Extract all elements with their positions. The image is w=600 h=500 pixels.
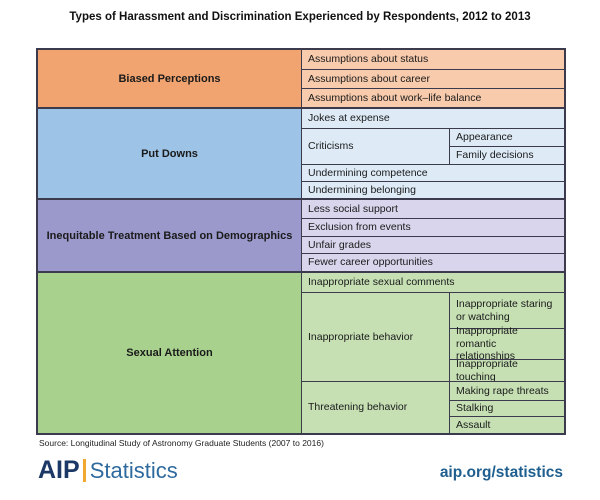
section-sexual-attention: Sexual Attention Inappropriate sexual co… bbox=[36, 271, 566, 435]
item-cell: Unfair grades bbox=[302, 237, 564, 253]
table-row: Assumptions about status bbox=[302, 50, 564, 69]
sub-items: Making rape threats Stalking Assault bbox=[450, 382, 564, 434]
table-row: Assumptions about work–life balance bbox=[302, 88, 564, 107]
item-cell: Inappropriate sexual comments bbox=[302, 273, 564, 292]
section-put-downs: Put Downs Jokes at expense Criticisms Ap… bbox=[36, 107, 566, 200]
section-rows: Less social support Exclusion from event… bbox=[302, 200, 564, 271]
section-biased-perceptions: Biased Perceptions Assumptions about sta… bbox=[36, 48, 566, 109]
statistics-logo-text: Statistics bbox=[89, 457, 178, 483]
harassment-types-table: Biased Perceptions Assumptions about sta… bbox=[36, 48, 566, 435]
aip-url: aip.org/statistics bbox=[439, 464, 563, 481]
item-cell: Fewer career opportunities bbox=[302, 254, 564, 271]
sub-item-cell: Inappropriate staring or watching bbox=[450, 293, 564, 328]
source-note: Source: Longitudinal Study of Astronomy … bbox=[39, 438, 324, 448]
category-label-sexual-attention: Sexual Attention bbox=[38, 273, 302, 433]
item-cell: Exclusion from events bbox=[302, 219, 564, 236]
sub-item-cell: Assault bbox=[450, 416, 564, 434]
aip-statistics-logo: AIP Statistics bbox=[38, 458, 178, 483]
section-inequitable-treatment: Inequitable Treatment Based on Demograph… bbox=[36, 198, 566, 273]
sub-item-cell: Stalking bbox=[450, 399, 564, 417]
table-row: Fewer career opportunities bbox=[302, 253, 564, 271]
sub-item-cell: Family decisions bbox=[450, 146, 564, 164]
section-rows: Inappropriate sexual comments Inappropri… bbox=[302, 273, 564, 434]
item-cell: Undermining belonging bbox=[302, 182, 564, 198]
table-row: Assumptions about career bbox=[302, 69, 564, 88]
table-row: Undermining competence bbox=[302, 164, 564, 181]
table-row: Criticisms Appearance Family decisions bbox=[302, 128, 564, 164]
table-row: Less social support bbox=[302, 200, 564, 218]
sub-items: Appearance Family decisions bbox=[450, 129, 564, 164]
aip-logo-text: AIP bbox=[38, 456, 80, 484]
item-cell: Assumptions about career bbox=[302, 70, 564, 88]
table-row: Undermining belonging bbox=[302, 181, 564, 198]
section-rows: Jokes at expense Criticisms Appearance F… bbox=[302, 109, 564, 198]
item-cell: Less social support bbox=[302, 200, 564, 218]
table-row: Inappropriate sexual comments bbox=[302, 273, 564, 292]
table-row: Inappropriate behavior Inappropriate sta… bbox=[302, 292, 564, 383]
category-label-put-downs: Put Downs bbox=[38, 109, 302, 198]
item-cell: Assumptions about work–life balance bbox=[302, 89, 564, 107]
item-cell: Threatening behavior bbox=[302, 382, 450, 433]
item-cell: Undermining competence bbox=[302, 165, 564, 181]
sub-item-cell: Inappropriate romantic relationships bbox=[450, 325, 564, 362]
sub-item-cell: Appearance bbox=[450, 129, 564, 147]
section-rows: Assumptions about status Assumptions abo… bbox=[302, 50, 564, 107]
item-cell: Inappropriate behavior bbox=[302, 293, 450, 381]
sub-items: Inappropriate staring or watching Inappr… bbox=[450, 293, 564, 383]
sub-item-cell: Making rape threats bbox=[450, 382, 564, 400]
table-row: Jokes at expense bbox=[302, 109, 564, 128]
table-row: Exclusion from events bbox=[302, 218, 564, 236]
chart-title: Types of Harassment and Discrimination E… bbox=[69, 11, 531, 23]
item-cell: Criticisms bbox=[302, 129, 450, 164]
table-row: Unfair grades bbox=[302, 236, 564, 253]
logo-divider-bar bbox=[82, 459, 86, 482]
sub-item-cell: Inappropriate touching bbox=[450, 358, 564, 383]
item-cell: Assumptions about status bbox=[302, 50, 564, 69]
category-label-biased-perceptions: Biased Perceptions bbox=[38, 50, 302, 107]
category-label-inequitable-treatment: Inequitable Treatment Based on Demograph… bbox=[38, 200, 302, 271]
table-row: Threatening behavior Making rape threats… bbox=[302, 381, 564, 434]
item-cell: Jokes at expense bbox=[302, 109, 564, 128]
